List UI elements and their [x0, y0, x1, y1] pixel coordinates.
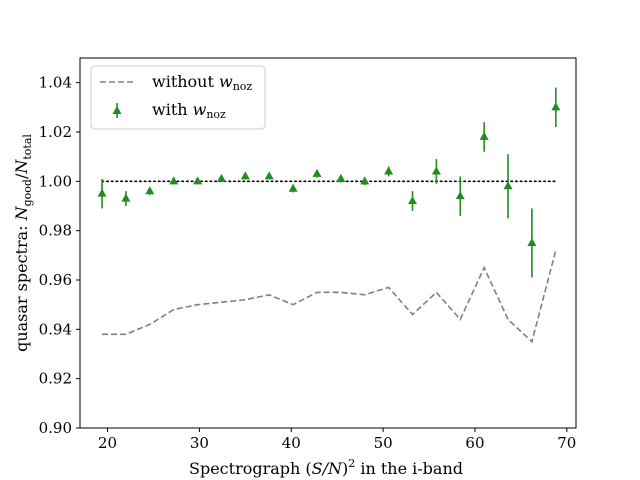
- data-point-with-wnoz: [97, 188, 107, 197]
- y-tick-label: 1.02: [39, 123, 72, 141]
- data-point-with-wnoz: [503, 181, 513, 190]
- data-point-with-wnoz: [240, 171, 250, 180]
- legend-box: [90, 65, 266, 130]
- series-line-without-wnoz: [102, 250, 557, 344]
- data-point-with-wnoz: [551, 102, 561, 111]
- data-point-with-wnoz: [384, 166, 394, 175]
- y-tick-label: 0.90: [39, 419, 72, 437]
- y-axis-label: quasar spectra: Ngood/Ntotal: [12, 134, 34, 352]
- data-point-with-wnoz: [431, 166, 441, 175]
- x-tick-label: 40: [282, 434, 301, 452]
- data-point-with-wnoz: [288, 183, 298, 192]
- x-tick-label: 60: [465, 434, 484, 452]
- x-axis-label: Spectrograph (S/N)2 in the i-band: [189, 457, 463, 478]
- y-tick-label: 0.98: [39, 222, 72, 240]
- data-point-with-wnoz: [216, 173, 226, 182]
- data-point-with-wnoz: [193, 176, 203, 185]
- data-point-with-wnoz: [312, 168, 322, 177]
- x-tick-label: 70: [557, 434, 576, 452]
- data-point-with-wnoz: [455, 191, 465, 200]
- legend-label-with: with wnoz: [152, 100, 226, 121]
- data-point-with-wnoz: [408, 196, 418, 205]
- data-point-with-wnoz: [336, 173, 346, 182]
- data-point-with-wnoz: [264, 171, 274, 180]
- data-point-with-wnoz: [145, 186, 155, 195]
- data-point-with-wnoz: [121, 193, 131, 202]
- x-tick-label: 50: [374, 434, 393, 452]
- data-point-with-wnoz: [527, 238, 537, 246]
- y-tick-label: 0.96: [39, 271, 72, 289]
- data-point-with-wnoz: [169, 176, 179, 185]
- y-tick-label: 0.94: [39, 320, 72, 338]
- y-tick-label: 0.92: [39, 370, 72, 388]
- legend-label-without: without wnoz: [152, 72, 252, 93]
- x-tick-label: 30: [190, 434, 209, 452]
- x-tick-label: 20: [98, 434, 117, 452]
- legend-triangle-marker: [112, 106, 122, 114]
- data-point-with-wnoz: [479, 131, 489, 140]
- y-tick-label: 1.00: [39, 172, 72, 190]
- data-point-with-wnoz: [360, 176, 370, 185]
- legend: without wnoz with wnoz: [90, 65, 266, 130]
- y-tick-label: 1.04: [39, 74, 72, 92]
